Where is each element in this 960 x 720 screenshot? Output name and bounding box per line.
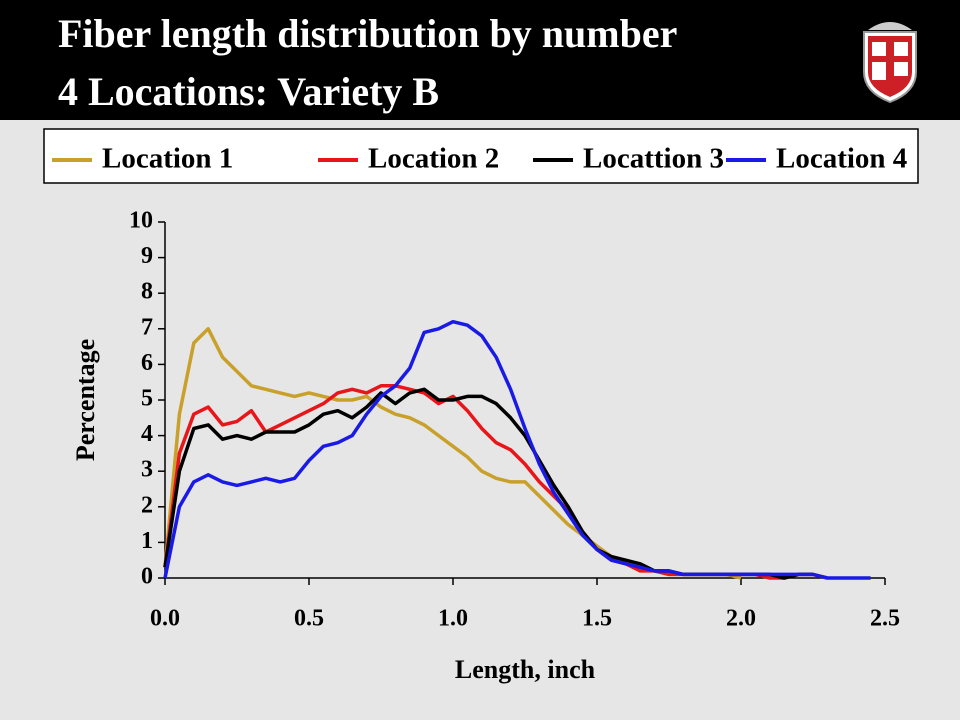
y-tick-label: 8 <box>141 279 153 305</box>
y-tick-label: 2 <box>141 492 153 518</box>
legend-label: Locattion 3 <box>583 143 724 175</box>
y-tick-label: 10 <box>129 208 153 234</box>
x-axis-title: Length, inch <box>455 655 596 684</box>
y-tick-label: 5 <box>141 386 153 412</box>
series-line <box>163 319 871 580</box>
y-tick-label: 9 <box>141 243 153 269</box>
y-tick-label: 6 <box>141 350 153 376</box>
x-tick-label: 0.5 <box>294 606 324 632</box>
y-tick-label: 1 <box>141 528 153 554</box>
header-bar <box>0 0 960 120</box>
x-tick-label: 1.0 <box>438 606 468 632</box>
title-line: Fiber length distribution by number <box>58 11 677 56</box>
logo <box>863 22 917 104</box>
y-axis-title: Percentage <box>71 339 100 461</box>
legend-label: Location 4 <box>776 143 907 175</box>
y-tick-label: 0 <box>141 564 153 590</box>
y-tick-label: 4 <box>141 421 153 447</box>
y-tick-label: 3 <box>141 457 153 483</box>
x-tick-label: 2.5 <box>870 606 900 632</box>
title-line: 4 Locations: Variety B <box>58 69 439 114</box>
x-tick-label: 0.0 <box>150 606 180 632</box>
legend-label: Location 2 <box>368 143 499 175</box>
y-tick-label: 7 <box>141 314 153 340</box>
x-tick-label: 1.5 <box>582 606 612 632</box>
legend-box <box>43 128 919 184</box>
legend-label: Location 1 <box>102 143 233 175</box>
x-tick-label: 2.0 <box>726 606 756 632</box>
